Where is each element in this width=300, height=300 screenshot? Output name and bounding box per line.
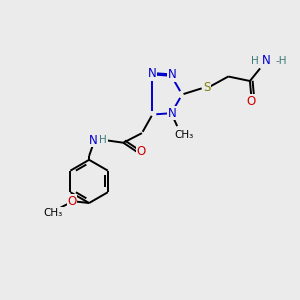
Text: O: O [68, 195, 76, 208]
Text: S: S [203, 81, 210, 94]
Text: CH₃: CH₃ [175, 130, 194, 140]
Text: N: N [147, 67, 156, 80]
Text: H: H [99, 135, 107, 145]
Text: H: H [251, 56, 259, 66]
Text: N: N [167, 68, 176, 81]
Text: O: O [137, 145, 146, 158]
Text: CH₃: CH₃ [44, 208, 63, 218]
Text: -H: -H [276, 56, 287, 66]
Text: N: N [262, 54, 271, 68]
Text: O: O [247, 94, 256, 108]
Text: N: N [89, 134, 98, 147]
Text: N: N [167, 107, 176, 120]
